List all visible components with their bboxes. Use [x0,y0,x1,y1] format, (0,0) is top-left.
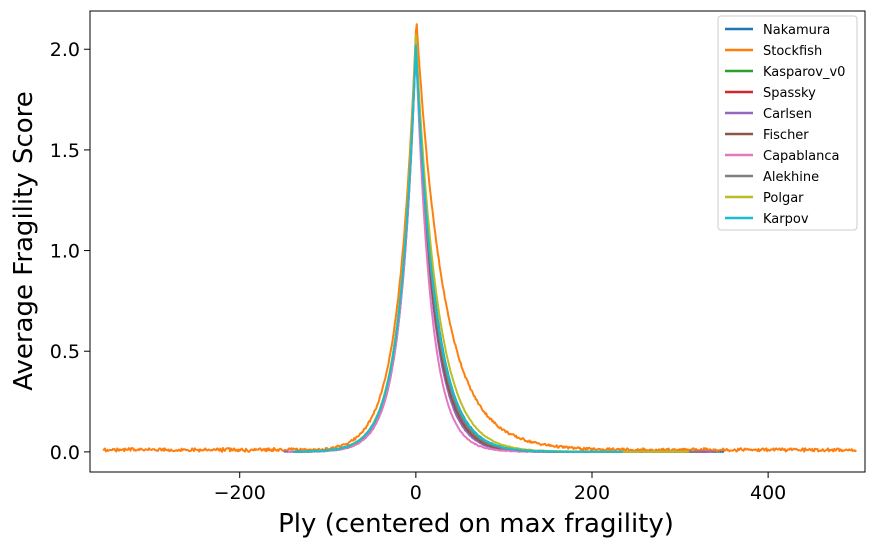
legend-label-karpov: Karpov [763,212,809,227]
legend-label-alekhine: Alekhine [763,170,819,185]
x-tick-label: 200 [574,482,610,504]
legend-label-capablanca: Capablanca [763,149,839,164]
y-tick-label: 0.0 [50,442,80,464]
x-axis-ticks: −200 0 200 400 [214,472,786,504]
x-tick-label: 0 [410,482,422,504]
y-tick-label: 1.5 [50,140,80,162]
x-axis-title: Ply (centered on max fragility) [278,509,674,539]
series-layer [102,23,857,453]
y-axis-title: Average Fragility Score [9,91,39,391]
legend: Nakamura Stockfish Kasparov_v0 Spassky Carls… [717,15,858,231]
legend-label-polgar: Polgar [763,191,804,206]
x-tick-label: −200 [214,482,266,504]
legend-label-carlsen: Carlsen [763,107,812,122]
y-axis-ticks: 0.0 0.5 1.0 1.5 2.0 [50,39,90,464]
legend-label-stockfish: Stockfish [763,44,822,59]
legend-label-fischer: Fischer [763,128,809,143]
y-tick-label: 1.0 [50,241,80,263]
legend-label-nakamura: Nakamura [763,23,830,38]
series-line-karpov [292,44,623,453]
x-tick-label: 400 [750,482,786,504]
series-line-stockfish [102,23,857,453]
y-tick-label: 2.0 [50,39,80,61]
legend-label-spassky: Spassky [763,86,816,101]
legend-label-kasparov_v0: Kasparov_v0 [763,65,845,80]
y-tick-label: 0.5 [50,341,80,363]
plot-frame [89,10,866,473]
